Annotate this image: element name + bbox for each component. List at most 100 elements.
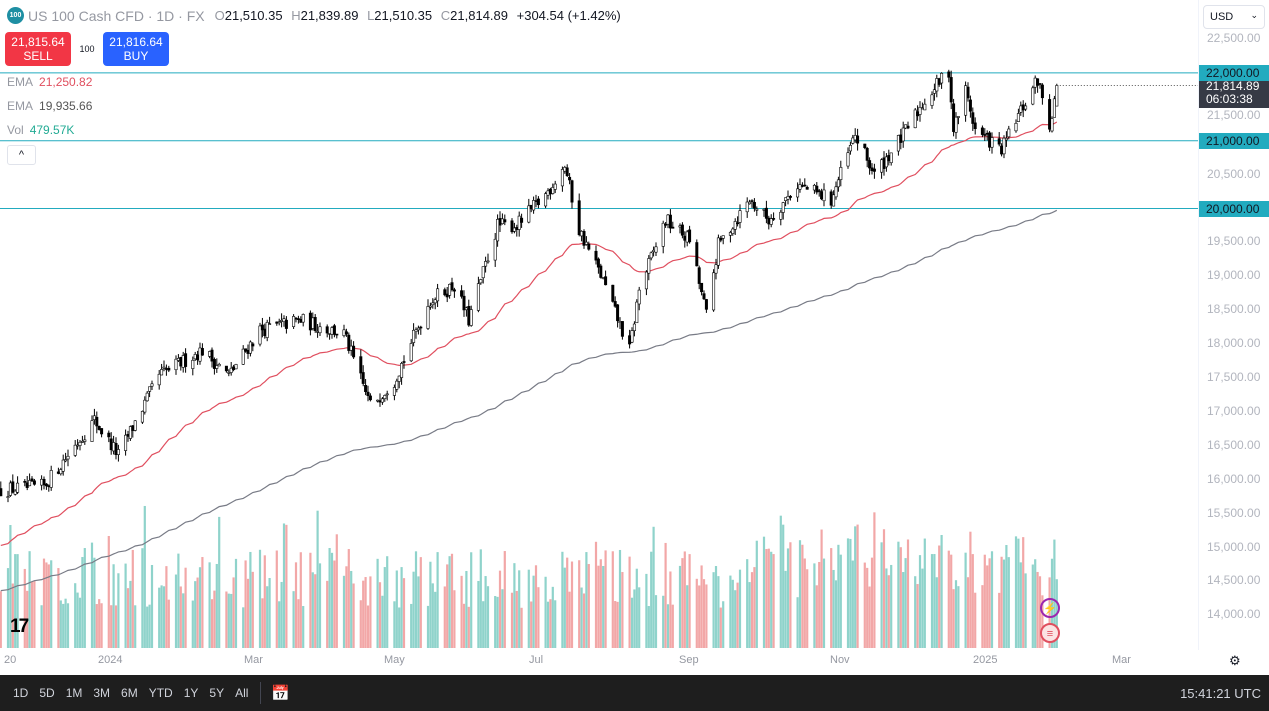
volume-bar (342, 575, 346, 648)
candle-body (416, 327, 420, 331)
candle-body (116, 449, 120, 455)
price-chart[interactable] (0, 0, 1269, 650)
candle-body (313, 317, 317, 331)
candle-body (616, 304, 620, 322)
high-label: H (291, 8, 301, 23)
candle-body (1048, 99, 1052, 130)
candle-body (78, 441, 82, 446)
candle-body (1007, 128, 1011, 138)
volume-bar (983, 554, 986, 648)
volume-bar (966, 577, 970, 648)
range-button-ytd[interactable]: YTD (148, 686, 173, 700)
bar-countdown: 06:03:38 (1206, 92, 1253, 106)
ema-slow-legend[interactable]: EMA 19,935.66 (7, 99, 92, 113)
time-tick: Nov (830, 654, 850, 666)
candle-body (174, 358, 178, 371)
volume-bar (225, 591, 228, 648)
range-button-all[interactable]: All (235, 686, 249, 700)
volume-bar (450, 553, 454, 648)
buy-button[interactable]: 21,816.64 BUY (103, 32, 169, 66)
candle-body (193, 354, 197, 360)
collapse-legend-button[interactable]: ^ (7, 145, 36, 165)
candle-body (678, 225, 682, 228)
candle-body (1024, 105, 1028, 110)
range-button-6m[interactable]: 6M (121, 686, 138, 700)
volume-bar (566, 557, 569, 648)
volume-bar (285, 524, 288, 648)
candle-body (695, 242, 699, 267)
volume-bar (890, 564, 893, 648)
candle-body (224, 365, 228, 372)
volume-legend[interactable]: Vol 479.57K (7, 123, 74, 137)
settings-gear-icon[interactable]: ⚙ (1229, 653, 1241, 668)
volume-bar (110, 605, 113, 648)
candle-body (596, 258, 600, 268)
volume-bar (981, 585, 984, 648)
candle-body (536, 198, 540, 206)
candle-body (217, 364, 221, 367)
close-value: 21,814.89 (450, 8, 508, 23)
volume-bar (208, 562, 211, 648)
volume-bar (544, 576, 547, 648)
volume-bar (376, 558, 379, 648)
ema-fast-line (0, 121, 1058, 547)
volume-bar (717, 576, 720, 648)
volume-bar (227, 593, 230, 648)
sell-price: 21,815.64 (11, 35, 65, 49)
volume-bar (443, 586, 446, 648)
volume-bar (330, 552, 334, 648)
range-button-5y[interactable]: 5Y (209, 686, 225, 700)
candle-body (817, 190, 821, 192)
volume-bar (160, 585, 163, 648)
range-button-5d[interactable]: 5D (39, 686, 55, 700)
ema-fast-legend[interactable]: EMA 21,250.82 (7, 75, 92, 89)
volume-bar (402, 578, 406, 648)
volume-bar (448, 556, 451, 648)
candle-body (448, 283, 452, 296)
candle-body (126, 434, 130, 437)
currency-select[interactable]: USD ⌄ (1203, 5, 1265, 29)
candle-body (822, 189, 826, 202)
volume-bar (868, 586, 871, 648)
symbol-title[interactable]: US 100 Cash CFD · 1D · FX (28, 7, 205, 24)
volume-bar (453, 590, 456, 648)
volume-bar (314, 574, 317, 648)
candle-body (179, 357, 183, 367)
volume-bar (0, 591, 2, 648)
volume-bar (671, 604, 674, 648)
candle-body (316, 331, 320, 333)
volume-bar (184, 567, 187, 648)
level-price-label: 21,000.00 (1199, 132, 1269, 149)
candle-body (937, 78, 941, 85)
candle-body (196, 354, 200, 361)
volume-bar (258, 549, 262, 648)
candle-body (863, 143, 867, 148)
volume-bar (182, 593, 185, 648)
volume-bar (1022, 537, 1025, 648)
us-economic-event-icon[interactable]: ≡ (1040, 623, 1060, 643)
volume-bar (930, 554, 934, 648)
range-button-1d[interactable]: 1D (13, 686, 29, 700)
volume-bar (429, 561, 432, 648)
range-button-1y[interactable]: 1Y (183, 686, 199, 700)
volume-bar (386, 556, 389, 648)
time-tick: 20 (4, 654, 17, 666)
volume-bar (669, 571, 672, 648)
candle-body (913, 109, 917, 129)
volume-bar (762, 536, 766, 648)
volume-bar (479, 549, 482, 648)
candle-body (227, 372, 231, 374)
sell-button[interactable]: 21,815.64 SELL (5, 32, 71, 66)
volume-bar (681, 558, 684, 648)
volume-bar (906, 539, 910, 648)
earnings-event-icon[interactable]: ⚡ (1040, 598, 1060, 618)
range-button-1m[interactable]: 1M (65, 686, 83, 700)
candle-body (1019, 105, 1023, 113)
candle-body (109, 438, 113, 451)
volume-bar (755, 540, 758, 648)
goto-date-icon[interactable]: 📅 (271, 685, 291, 702)
range-button-3m[interactable]: 3M (93, 686, 111, 700)
candle-body (280, 320, 284, 322)
candle-body (431, 302, 435, 306)
clock[interactable]: 15:41:21 UTC (1180, 686, 1261, 701)
